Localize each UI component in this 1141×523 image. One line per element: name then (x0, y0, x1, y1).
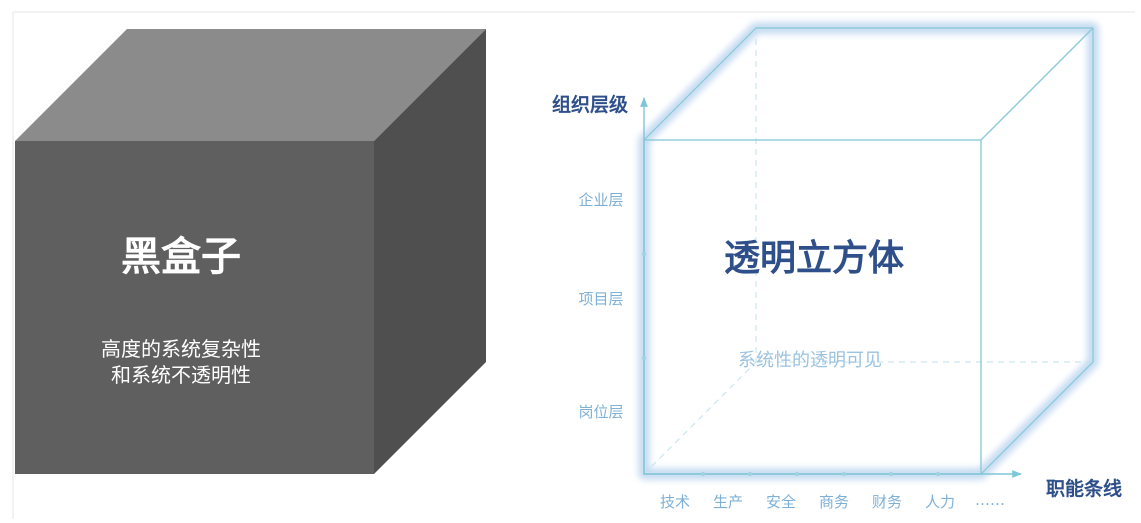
y-level-label: 企业层 (578, 191, 623, 209)
x-function-label: 商务 (819, 493, 849, 511)
y-level-label: 项目层 (578, 290, 623, 308)
black-box-side-face (374, 29, 486, 474)
y-level-label: 岗位层 (578, 403, 623, 421)
x-function-label: 人力 (925, 493, 955, 511)
black-box-subtitle-line2: 和系统不透明性 (111, 363, 251, 387)
black-box-cube: 黑盒子 高度的系统复杂性 和系统不透明性 (15, 29, 486, 474)
x-axis-label: 职能条线 (1046, 477, 1122, 500)
black-box-top-face (15, 29, 486, 141)
x-function-label: 财务 (872, 493, 902, 511)
transparent-cube-title: 透明立方体 (724, 238, 904, 279)
black-box-title: 黑盒子 (121, 234, 241, 280)
y-axis-ticks (642, 252, 646, 360)
y-axis-label: 组织层级 (552, 93, 628, 116)
x-function-label: 技术 (660, 493, 690, 511)
x-axis-ticks (701, 472, 940, 476)
black-box-subtitle-line1: 高度的系统复杂性 (101, 337, 261, 361)
transparent-cube: 透明立方体 系统性的透明可见 (638, 22, 1099, 480)
black-box-front-face (15, 141, 374, 474)
x-function-label: 生产 (713, 493, 743, 511)
x-axis-function-labels: 技术 生产 安全 商务 财务 人力 …… (660, 491, 1005, 511)
y-axis-level-labels: 企业层 项目层 岗位层 (578, 191, 623, 421)
cube-hidden-edges (643, 28, 1093, 475)
x-function-label: 安全 (766, 493, 796, 511)
x-function-label: …… (975, 491, 1005, 509)
transparent-cube-subtitle: 系统性的透明可见 (738, 350, 882, 371)
